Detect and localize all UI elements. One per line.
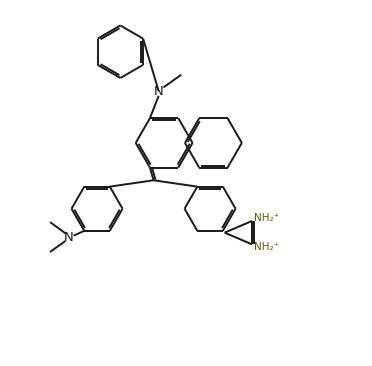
Text: N: N xyxy=(154,85,164,98)
Text: N: N xyxy=(64,231,74,244)
Text: NH₂⁺: NH₂⁺ xyxy=(254,213,279,223)
Text: NH₂⁺: NH₂⁺ xyxy=(254,242,279,252)
